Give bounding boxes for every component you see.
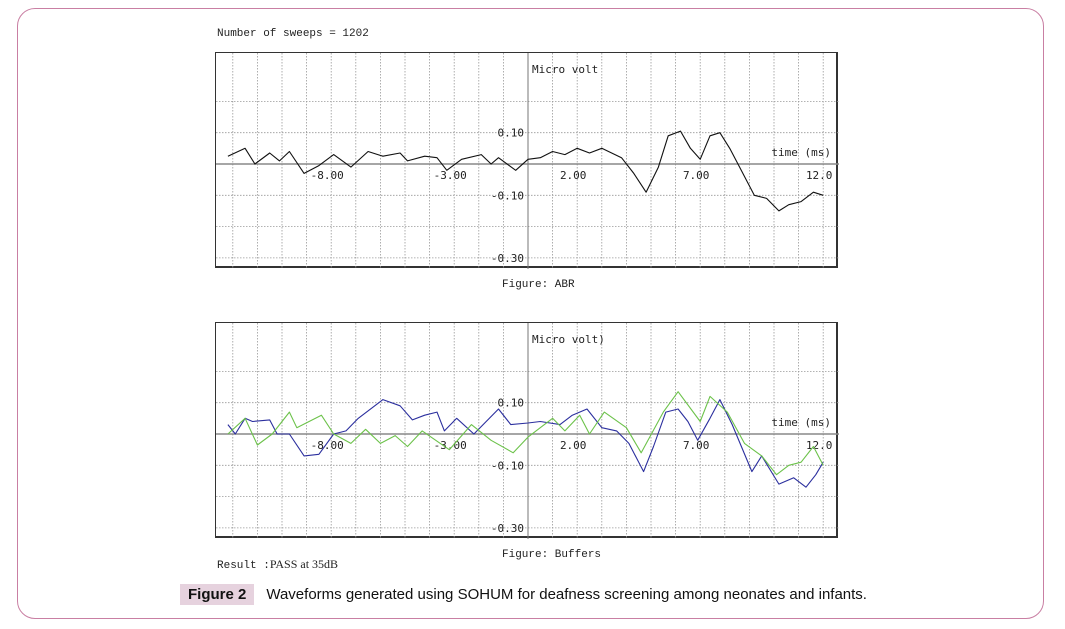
result-value: PASS at 35dB [269, 557, 339, 571]
abr-chart-svg: -8.00 -3.00 2.00 7.00 12.0 0.10 -0.10 -0.30 Micr… [216, 53, 839, 269]
x-tick-label: 7.00 [683, 169, 710, 182]
y-tick-label: -0.10 [491, 189, 524, 202]
buffers-chart-svg: -8.00 -3.00 2.00 7.00 12.0 0.10 -0.10 -0.30 Micr… [216, 323, 839, 539]
y-axis-label: Micro volt) [532, 333, 605, 346]
y-tick-label: -0.30 [491, 252, 524, 265]
figure-caption: Figure 2 Waveforms generated using SOHUM… [180, 583, 867, 605]
buffers-chart-title: Figure: Buffers [502, 549, 602, 561]
abr-chart: -8.00 -3.00 2.00 7.00 12.0 0.10 -0.10 -0.30 Micr… [215, 52, 839, 269]
sweeps-count: Number of sweeps = 1202 [217, 28, 369, 40]
series-line-abr [227, 130, 824, 212]
x-axis-label: time (ms) [771, 416, 831, 429]
x-tick-label: -8.00 [311, 439, 344, 452]
x-tick-label: -3.00 [434, 169, 467, 182]
caption-text: Waveforms generated using SOHUM for deaf… [266, 585, 867, 603]
figure-number: Figure 2 [180, 583, 255, 605]
buffers-chart: -8.00 -3.00 2.00 7.00 12.0 0.10 -0.10 -0.30 Micr… [215, 322, 839, 539]
y-axis-label: Micro volt [532, 63, 598, 76]
y-tick-label: 0.10 [498, 127, 525, 140]
y-tick-label: -0.30 [491, 522, 524, 535]
abr-chart-title: Figure: ABR [502, 279, 575, 291]
y-tick-label: 0.10 [498, 397, 525, 410]
screening-result: Result :PASS at 35dB [217, 557, 338, 572]
series-line-buffer-1 [227, 399, 824, 488]
x-axis-label: time (ms) [771, 146, 831, 159]
x-tick-label: -8.00 [311, 169, 344, 182]
x-tick-label: 2.00 [560, 439, 587, 452]
x-tick-label: 2.00 [560, 169, 587, 182]
x-tick-label: -3.00 [434, 439, 467, 452]
y-tick-label: -0.10 [491, 459, 524, 472]
result-label: Result : [217, 560, 270, 572]
x-tick-label: 12.0 [806, 439, 833, 452]
series-line-buffer-2 [227, 391, 824, 476]
figure-frame [17, 8, 1044, 619]
x-tick-label: 7.00 [683, 439, 710, 452]
x-tick-label: 12.0 [806, 169, 833, 182]
